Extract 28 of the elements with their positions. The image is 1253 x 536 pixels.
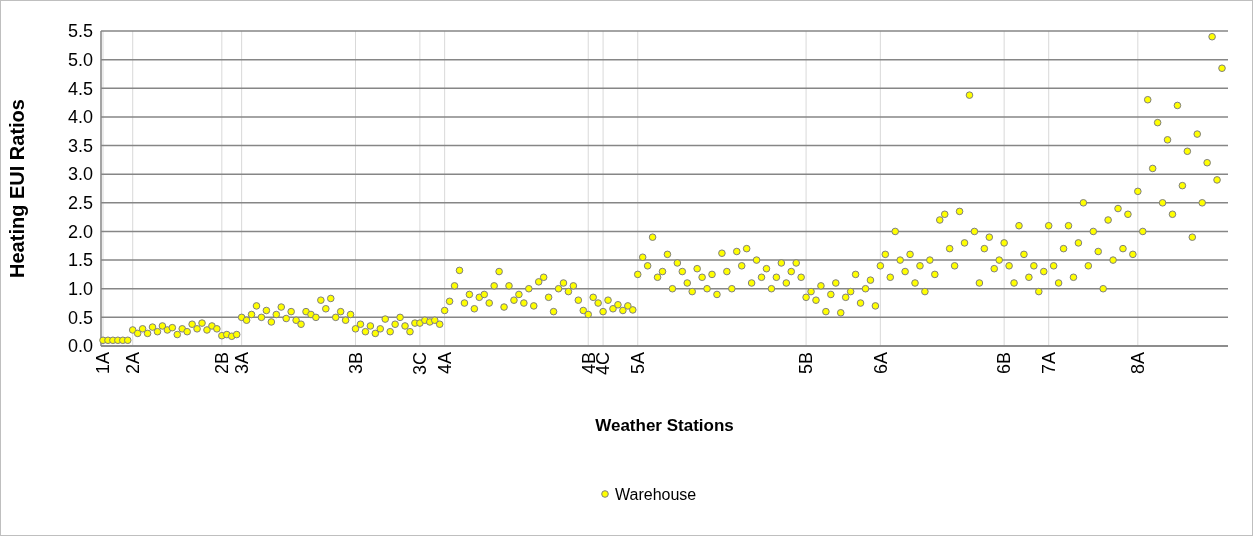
- x-tick-label: 7A: [1039, 352, 1059, 375]
- y-tick-label: 5.5: [67, 21, 93, 42]
- y-tick-label: 5.0: [67, 49, 93, 70]
- y-tick-label: 3.0: [67, 164, 93, 185]
- x-tick-label: 4A: [434, 352, 455, 375]
- y-tick-label: 4.0: [67, 107, 93, 128]
- y-tick-label: 2.5: [67, 193, 93, 214]
- x-tick-label: 3A: [231, 352, 252, 375]
- x-tick-label: 6A: [870, 352, 891, 375]
- y-tick-label: 4.5: [67, 78, 93, 99]
- y-axis-title: Heating EUI Ratios: [6, 99, 28, 278]
- x-tick-label: 2B: [212, 352, 233, 375]
- legend-label: Warehouse: [615, 485, 697, 503]
- x-tick-label: 2A: [123, 352, 144, 375]
- x-tick-label: 5A: [628, 352, 649, 375]
- x-tick-label: 6B: [994, 352, 1015, 375]
- y-tick-label: 1.0: [67, 279, 93, 300]
- x-tick-label: 1A: [93, 352, 114, 375]
- y-tick-label: 0.5: [67, 307, 93, 328]
- x-tick-label: 3C: [410, 352, 431, 376]
- y-tick-label: 1.5: [67, 250, 93, 271]
- y-tick-label: 3.5: [67, 135, 93, 156]
- y-tick-label: 2.0: [67, 221, 93, 242]
- x-axis-title: Weather Stations: [595, 416, 734, 435]
- y-tick-label: 0.0: [67, 336, 93, 357]
- x-tick-label: 8A: [1128, 352, 1149, 375]
- x-tick-label: 5B: [796, 352, 817, 375]
- x-tick-label: 3B: [345, 352, 366, 375]
